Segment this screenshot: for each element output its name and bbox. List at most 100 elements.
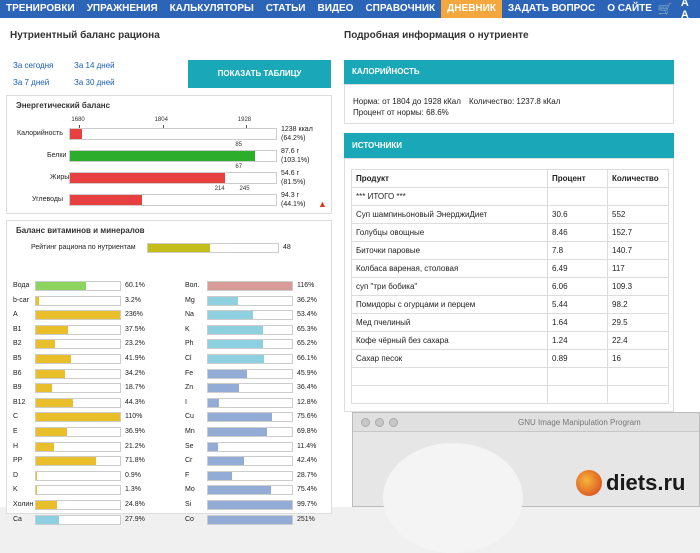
- vitamin-bar-fill: [36, 486, 38, 495]
- vitamin-name: Mg: [185, 296, 195, 304]
- vitamin-bar-fill: [36, 311, 120, 320]
- rating-bar-fill: [148, 244, 211, 252]
- table-row[interactable]: Сахар песок 0.89 16: [351, 349, 669, 368]
- vitamin-bar-fill: [36, 384, 52, 393]
- vitamin-bar: [207, 500, 293, 510]
- period-7-days-link[interactable]: За 7 дней: [13, 78, 50, 87]
- table-cell: 6.49: [547, 259, 608, 278]
- table-row[interactable]: Биточки паровые 7.8 140.7: [351, 241, 669, 260]
- table-cell: 152.7: [607, 223, 669, 242]
- vitamin-percent: 41.9%: [125, 355, 145, 362]
- vitamin-bar: [207, 427, 293, 437]
- table-cell: 30.6: [547, 205, 608, 224]
- vitamin-row-PP: PP 71.8%: [13, 456, 163, 467]
- minimize-icon[interactable]: [375, 418, 384, 427]
- table-row[interactable]: Мед пчелиный 1.64 29.5: [351, 313, 669, 332]
- vitamin-percent: 99.7%: [297, 501, 317, 508]
- zoom-icon[interactable]: [389, 418, 398, 427]
- vitamin-percent: 27.9%: [125, 515, 145, 523]
- table-cell: [607, 187, 669, 206]
- table-cell: Колбаса вареная, столовая: [351, 259, 548, 278]
- table-cell: *** ИТОГО ***: [351, 187, 548, 206]
- vitamin-row-Вол.: Вол. 116%: [185, 281, 335, 292]
- table-cell: 7.8: [547, 241, 608, 260]
- vitamin-row-Se: Se 11.4%: [185, 441, 335, 453]
- nav-item-8[interactable]: О САЙТЕ: [607, 3, 652, 14]
- vitamin-bar: [35, 383, 121, 394]
- vitamin-bar-fill: [208, 282, 292, 290]
- nav-item-5[interactable]: СПРАВОЧНИК: [365, 3, 436, 14]
- gimp-titlebar[interactable]: GNU Image Manipulation Program: [353, 413, 699, 432]
- vitamin-bar: [207, 514, 293, 525]
- table-row[interactable]: Суп шампиньоновый ЭнерджиДиет 30.6 552: [351, 205, 669, 224]
- table-row[interactable]: Голубцы овощные 8.46 152.7: [351, 223, 669, 242]
- table-cell: 98.2: [607, 295, 669, 314]
- period-14-days-link[interactable]: За 14 дней: [74, 61, 115, 70]
- energy-value: 87.6 г: [281, 148, 300, 155]
- energy-balance-panel: Энергетический баланс 1680 1804 1928 Калори…: [6, 95, 332, 214]
- table-row[interactable]: Колбаса вареная, столовая 6.49 117: [351, 259, 669, 278]
- table-cell: 109.3: [607, 277, 669, 296]
- period-today-link[interactable]: За сегодня: [13, 61, 54, 70]
- table-row[interactable]: суп "три бобика" 6.06 109.3: [351, 277, 669, 296]
- vitamin-bar-fill: [208, 457, 244, 466]
- nav-item-3[interactable]: СТАТЬИ: [265, 3, 306, 14]
- table-row[interactable]: Помидоры с огурцами и перцем 5.44 98.2: [351, 295, 669, 314]
- calorie-percent: Процент от нормы: 68.6%: [353, 108, 449, 117]
- vitamin-bar-fill: [36, 340, 56, 349]
- table-cell: 8.46: [547, 223, 608, 242]
- nav-item-4[interactable]: ВИДЕО: [317, 3, 354, 14]
- vitamin-row-I: I 12.8%: [185, 397, 335, 409]
- energy-percent: (103.1%): [281, 157, 310, 164]
- vitamin-row-C: C 110%: [13, 412, 163, 423]
- vitamin-row-Cl: Cl 66.1%: [185, 354, 335, 365]
- vitamin-bar: [207, 324, 293, 335]
- vitamin-name: Вол.: [185, 282, 200, 289]
- vitamin-name: Cu: [185, 413, 194, 421]
- vitamin-row-Mo: Mo 75.4%: [185, 485, 335, 496]
- table-cell: 117: [607, 259, 669, 278]
- left-column: Нутриентный баланс рациона За сегодня За…: [0, 18, 340, 525]
- vitamin-bar: [207, 354, 293, 364]
- table-row[interactable]: Кофе чёрный без сахара 1.24 22.4: [351, 331, 669, 350]
- show-table-button[interactable]: ПОКАЗАТЬ ТАБЛИЦУ: [188, 60, 331, 88]
- vitamin-percent: 18.7%: [125, 384, 145, 392]
- vitamin-percent: 66.1%: [297, 355, 317, 362]
- period-30-days-link[interactable]: За 30 дней: [74, 78, 115, 87]
- vitamin-bar-fill: [36, 428, 67, 436]
- vitamin-bar: [207, 339, 293, 350]
- vitamin-bar-fill: [208, 501, 292, 509]
- vitamin-percent: 36.2%: [297, 296, 317, 304]
- font-size-icon[interactable]: A A: [680, 0, 689, 21]
- nav-item-6[interactable]: ДНЕВНИК: [441, 0, 502, 18]
- vitamin-bar: [35, 485, 121, 496]
- vitamin-name: F: [185, 471, 190, 479]
- vitamin-name: PP: [13, 457, 23, 465]
- cart-icon[interactable]: 🛒: [657, 2, 673, 16]
- table-row[interactable]: *** ИТОГО ***: [351, 187, 669, 206]
- vitamin-bar-fill: [208, 384, 239, 393]
- energy-row-tick: 85: [235, 142, 243, 148]
- nav-item-1[interactable]: УПРАЖНЕНИЯ: [86, 3, 158, 14]
- nav-item-0[interactable]: ТРЕНИРОВКИ: [6, 3, 75, 14]
- vitamins-minerals-panel: Баланс витаминов и минералов Рейтинг рац…: [6, 220, 335, 525]
- vitamin-percent: 65.3%: [297, 325, 317, 333]
- nav-item-7[interactable]: ЗАДАТЬ ВОПРОС: [507, 3, 596, 14]
- vitamin-bar-fill: [36, 325, 68, 334]
- vitamin-bar-fill: [208, 369, 247, 378]
- vitamin-bar-fill: [36, 355, 72, 363]
- table-cell: 22.4: [607, 331, 669, 350]
- vitamin-name: B6: [13, 369, 22, 377]
- vitamin-row-B6: B6 34.2%: [13, 368, 163, 380]
- nav-item-2[interactable]: КАЛЬКУЛЯТОРЫ: [169, 3, 254, 14]
- vitamin-name: Si: [185, 501, 192, 508]
- calorie-amount: Количество: 1237.8 кКал: [469, 97, 561, 106]
- close-icon[interactable]: [361, 418, 370, 427]
- vitamin-percent: 21.2%: [125, 442, 145, 450]
- calorie-header: КАЛОРИЙНОСТЬ: [344, 60, 674, 84]
- vitamin-row-B5: B5 41.9%: [13, 354, 163, 365]
- vitamin-bar: [35, 470, 121, 481]
- vitamin-percent: 69.8%: [297, 428, 317, 435]
- vitamin-bar-fill: [208, 515, 292, 524]
- energy-row-label: Калорийность: [17, 130, 63, 137]
